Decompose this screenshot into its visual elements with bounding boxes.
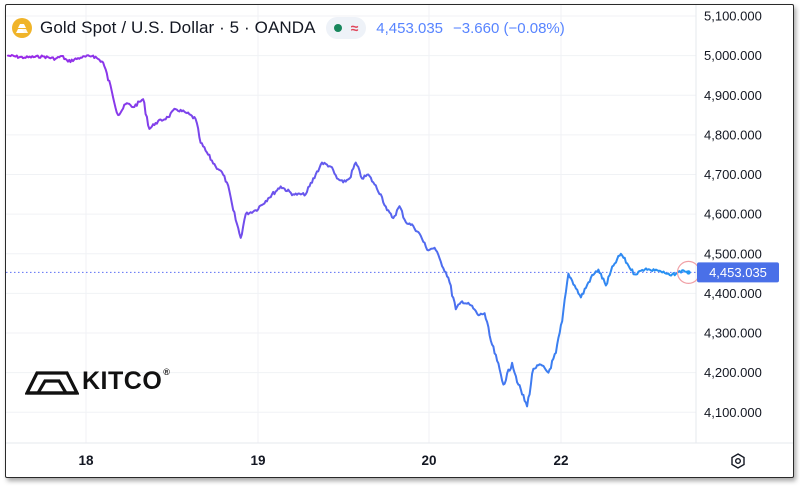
time-axis[interactable]: 18 19 20 22 bbox=[78, 453, 568, 468]
kitco-logo: KITCO® bbox=[25, 367, 170, 396]
price-series-line bbox=[7, 54, 690, 408]
svg-text:4,453.035: 4,453.035 bbox=[709, 265, 767, 280]
price-label: 4,453.035 bbox=[697, 262, 779, 283]
chart-header: Gold Spot / U.S. Dollar · 5 · OANDA ≈ 4,… bbox=[12, 15, 565, 41]
y-tick-label: 4,900.000 bbox=[704, 88, 762, 103]
kitco-logo-text: KITCO® bbox=[82, 367, 171, 395]
y-tick-label: 4,800.000 bbox=[704, 127, 762, 142]
y-tick-label: 4,400.000 bbox=[704, 286, 762, 301]
x-tick-label: 19 bbox=[250, 453, 265, 468]
chart-frame: 5,100.000 5,000.000 4,900.000 4,800.000 4,70… bbox=[5, 4, 794, 478]
price-change-value: −3.660 (−0.08%) bbox=[453, 19, 565, 37]
y-tick-label: 4,600.000 bbox=[704, 207, 762, 222]
last-price-value: 4,453.035 bbox=[376, 19, 444, 37]
x-tick-label: 22 bbox=[553, 453, 568, 468]
settings-gear-icon[interactable] bbox=[727, 450, 749, 472]
delayed-data-icon: ≈ bbox=[350, 20, 359, 36]
kitco-bars-icon bbox=[25, 370, 79, 395]
y-tick-label: 4,500.000 bbox=[704, 246, 762, 261]
y-tick-label: 4,200.000 bbox=[704, 365, 762, 380]
chart-canvas[interactable]: 5,100.000 5,000.000 4,900.000 4,800.000 4,70… bbox=[6, 5, 793, 477]
y-tick-label: 5,000.000 bbox=[704, 48, 762, 63]
x-tick-label: 18 bbox=[78, 453, 94, 468]
market-status-pill[interactable]: ≈ bbox=[325, 17, 367, 39]
gold-bars-icon bbox=[12, 18, 32, 38]
price-axis[interactable]: 5,100.000 5,000.000 4,900.000 4,800.000 4,70… bbox=[704, 9, 762, 420]
market-open-dot-icon bbox=[333, 24, 342, 32]
symbol-title[interactable]: Gold Spot / U.S. Dollar · 5 · OANDA bbox=[40, 18, 316, 37]
y-tick-label: 4,700.000 bbox=[704, 167, 762, 182]
last-price-marker-dot bbox=[686, 270, 691, 275]
y-tick-label: 4,300.000 bbox=[704, 326, 762, 341]
y-tick-label: 5,100.000 bbox=[704, 9, 762, 24]
x-tick-label: 20 bbox=[421, 453, 436, 468]
y-tick-label: 4,100.000 bbox=[704, 405, 762, 420]
